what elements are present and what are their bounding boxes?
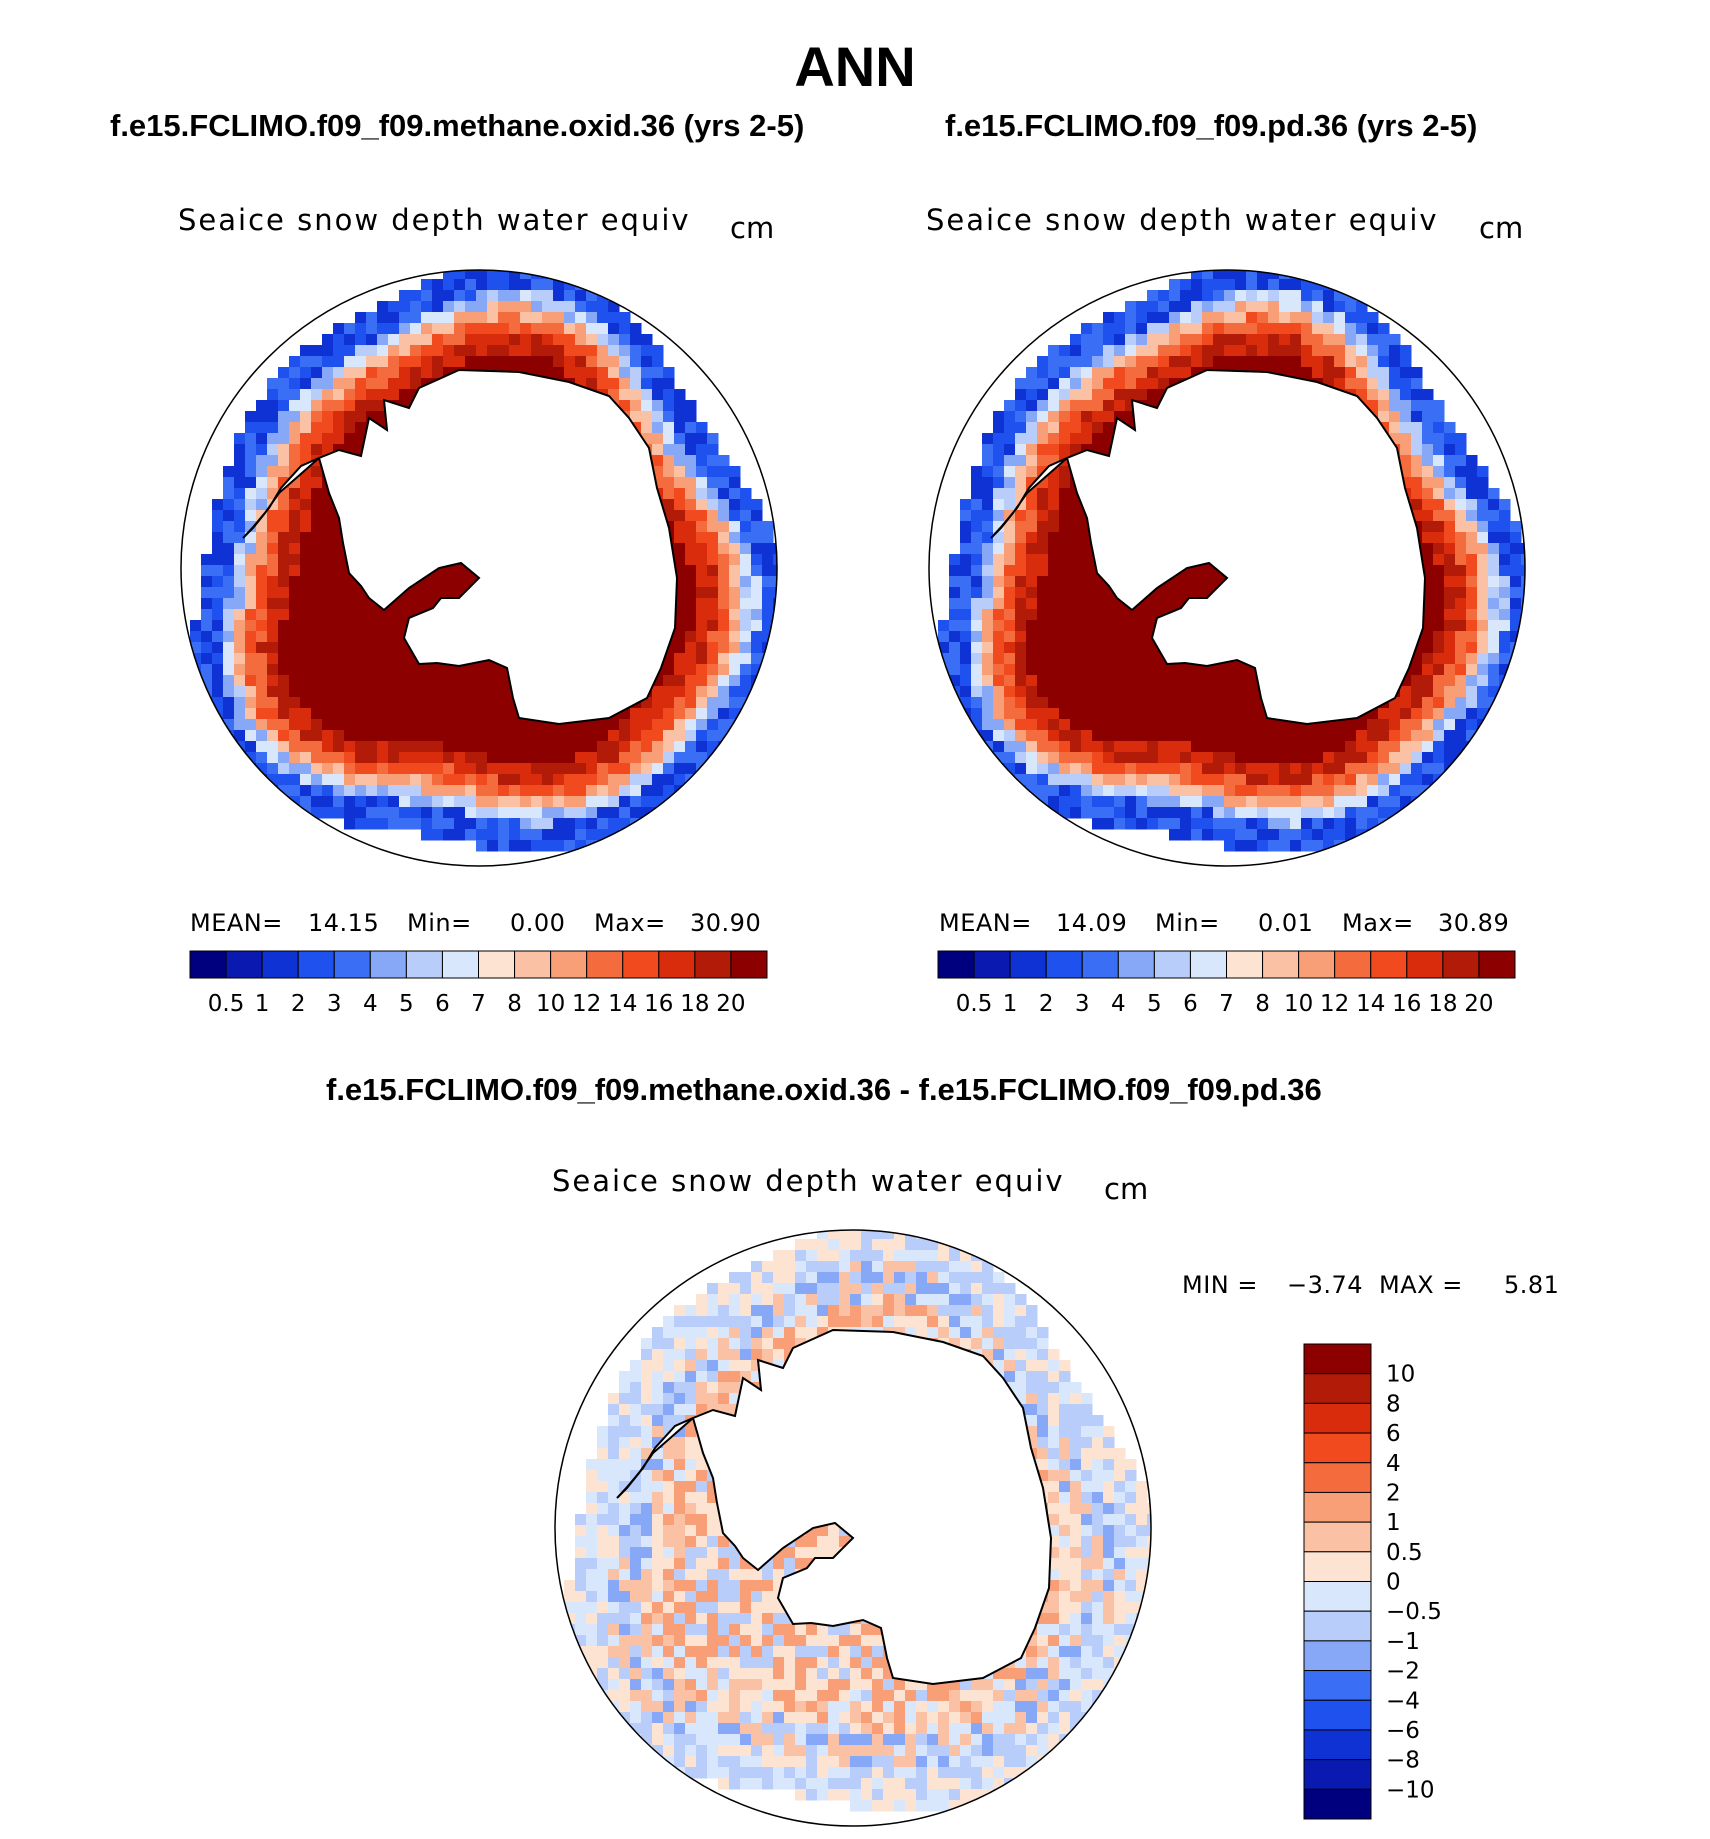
panel2-colorbar: 0.5 1 2 3 4 5 6 7 8 10 12 14 16 18 20 (938, 951, 1515, 1017)
panel1-colorbar-tick-label: 12 (572, 991, 601, 1017)
diff-colorbar-swatch (1304, 1671, 1371, 1701)
diff-colorbar-swatch (1304, 1403, 1371, 1433)
diff-colorbar-swatch (1304, 1760, 1371, 1790)
panel2-colorbar-tick-label: 4 (1111, 991, 1126, 1017)
panel1-colorbar-swatch (190, 951, 226, 978)
panel1-colorbar: 0.5 1 2 3 4 5 6 7 8 10 12 14 16 18 20 (190, 951, 767, 1017)
panel1-colorbar-tick-label: 8 (507, 991, 522, 1017)
diff-colorbar-tick-label: −0.5 (1386, 1599, 1442, 1625)
panel1-colorbar-tick-label: 6 (435, 991, 450, 1017)
panel2-colorbar-swatch (1154, 951, 1190, 978)
panel1-colorbar-tick-label: 3 (327, 991, 342, 1017)
diff-colorbar-tick-label: 6 (1386, 1421, 1401, 1447)
panel1-colorbar-swatch (442, 951, 478, 978)
panel1-colorbar-swatch (515, 951, 551, 978)
panel2-colorbar-swatch (1190, 951, 1226, 978)
diff-colorbar-swatch (1304, 1463, 1371, 1493)
panel2-colorbar-swatch (1227, 951, 1263, 978)
panel1-colorbar-swatch (226, 951, 262, 978)
panel1-colorbar-tick-label: 0.5 (208, 991, 245, 1017)
diff-colorbar-tick-label: 4 (1386, 1451, 1401, 1477)
panel2-colorbar-tick-label: 8 (1255, 991, 1270, 1017)
panel1-colorbar-tick-label: 4 (363, 991, 378, 1017)
panel1-colorbar-tick-label: 18 (680, 991, 709, 1017)
panel2-colorbar-tick-label: 1 (1003, 991, 1018, 1017)
panel2-colorbar-tick-label: 12 (1320, 991, 1349, 1017)
panel2-colorbar-swatch (1010, 951, 1046, 978)
panel2-colorbar-swatch (1046, 951, 1082, 978)
panel2-colorbar-tick-label: 0.5 (956, 991, 993, 1017)
panel1-colorbar-swatch (479, 951, 515, 978)
panel2-colorbar-tick-label: 5 (1147, 991, 1162, 1017)
diff-colorbar-tick-label: −10 (1386, 1777, 1435, 1803)
panel2-colorbar-tick-label: 20 (1464, 991, 1493, 1017)
panel2-colorbar-swatch (1082, 951, 1118, 978)
panel2-colorbar-swatch (974, 951, 1010, 978)
diff-colorbar-tick-label: −6 (1386, 1718, 1420, 1744)
panel1-colorbar-tick-label: 14 (608, 991, 637, 1017)
diff-colorbar-swatch (1304, 1611, 1371, 1641)
diff-colorbar-tick-label: −1 (1386, 1629, 1420, 1655)
diff-colorbar: 10 8 6 4 2 1 0.5 0 −0.5 −1 −2 −4 −6 −8 −10 (1304, 1344, 1442, 1819)
panel2-colorbar-tick-label: 7 (1219, 991, 1234, 1017)
diff-colorbar-swatch (1304, 1522, 1371, 1552)
panel2-colorbar-tick-label: 10 (1284, 991, 1313, 1017)
diff-colorbar-tick-label: 8 (1386, 1391, 1401, 1417)
panel2-colorbar-tick-label: 18 (1428, 991, 1457, 1017)
diff-colorbar-swatch (1304, 1344, 1371, 1374)
diff-colorbar-swatch (1304, 1789, 1371, 1819)
panel1-colorbar-swatch (695, 951, 731, 978)
panel1-colorbar-swatch (334, 951, 370, 978)
panel2-colorbar-swatch (938, 951, 974, 978)
diff-colorbar-swatch (1304, 1492, 1371, 1522)
diff-colorbar-tick-label: 1 (1386, 1510, 1401, 1536)
panel2-colorbar-tick-label: 6 (1183, 991, 1198, 1017)
diff-colorbar-tick-label: −2 (1386, 1659, 1420, 1685)
panel2-colorbar-tick-label: 14 (1356, 991, 1385, 1017)
panel1-colorbar-swatch (551, 951, 587, 978)
panel1-colorbar-tick-label: 10 (536, 991, 565, 1017)
panel2-colorbar-swatch (1443, 951, 1479, 978)
panel1-colorbar-swatch (587, 951, 623, 978)
panel1-map (181, 268, 785, 866)
diff-colorbar-tick-label: 0.5 (1386, 1540, 1423, 1566)
diff-colorbar-swatch (1304, 1641, 1371, 1671)
diff-colorbar-swatch (1304, 1730, 1371, 1760)
panel2-map (929, 268, 1533, 866)
diff-colorbar-tick-label: −8 (1386, 1748, 1420, 1774)
panel1-colorbar-swatch (731, 951, 767, 978)
diff-colorbar-tick-label: 10 (1386, 1362, 1415, 1388)
panel2-colorbar-swatch (1118, 951, 1154, 978)
diff-colorbar-swatch (1304, 1433, 1371, 1463)
panel1-colorbar-tick-label: 16 (644, 991, 673, 1017)
panel2-colorbar-swatch (1407, 951, 1443, 978)
panel2-colorbar-swatch (1299, 951, 1335, 978)
diff-colorbar-swatch (1304, 1552, 1371, 1582)
panel1-colorbar-swatch (406, 951, 442, 978)
panel1-colorbar-tick-label: 20 (716, 991, 745, 1017)
panel1-colorbar-swatch (623, 951, 659, 978)
panel1-colorbar-swatch (298, 951, 334, 978)
diff-colorbar-swatch (1304, 1374, 1371, 1404)
panel2-colorbar-swatch (1371, 951, 1407, 978)
diff-colorbar-swatch (1304, 1700, 1371, 1730)
diff-colorbar-tick-label: 0 (1386, 1570, 1401, 1596)
diff-colorbar-tick-label: −4 (1386, 1688, 1420, 1714)
diff-colorbar-swatch (1304, 1582, 1371, 1612)
panel1-colorbar-swatch (262, 951, 298, 978)
panel1-colorbar-tick-label: 1 (255, 991, 270, 1017)
panel1-colorbar-tick-label: 5 (399, 991, 414, 1017)
panel2-colorbar-tick-label: 3 (1075, 991, 1090, 1017)
panel1-colorbar-tick-label: 2 (291, 991, 306, 1017)
panel1-colorbar-swatch (370, 951, 406, 978)
diff-colorbar-tick-label: 2 (1386, 1480, 1401, 1506)
panel2-colorbar-tick-label: 16 (1392, 991, 1421, 1017)
panel1-colorbar-tick-label: 7 (471, 991, 486, 1017)
panel2-colorbar-swatch (1479, 951, 1515, 978)
panel2-colorbar-swatch (1263, 951, 1299, 978)
panel2-colorbar-tick-label: 2 (1039, 991, 1054, 1017)
panel2-colorbar-swatch (1335, 951, 1371, 978)
panel1-colorbar-swatch (659, 951, 695, 978)
diff-map (555, 1228, 1159, 1826)
